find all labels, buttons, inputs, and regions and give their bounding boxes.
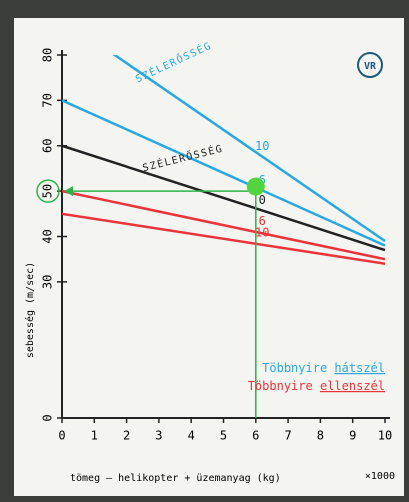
x-tick-label: 9 — [349, 429, 356, 443]
y-tick-label: 70 — [41, 93, 55, 107]
logo: VR — [364, 61, 377, 72]
x-tick-label: 3 — [155, 429, 162, 443]
y-tick-label: 50 — [41, 184, 55, 198]
line-label: 10 — [255, 225, 269, 239]
y-axis-label: sebesség (m/sec) — [24, 262, 36, 358]
y-tick-label: 60 — [41, 139, 55, 153]
x-tick-label: 8 — [317, 429, 324, 443]
x-tick-label: 0 — [58, 429, 65, 443]
x-tick-label: 2 — [123, 429, 130, 443]
x-tick-label: 10 — [378, 429, 392, 443]
line-label: 10 — [255, 139, 269, 153]
x-tick-label: 5 — [220, 429, 227, 443]
legend-prefix: Többnyire — [262, 361, 327, 375]
legend-word: hátszél — [334, 361, 385, 375]
x-unit: ×1000 — [365, 471, 395, 482]
y-tick-label: 30 — [41, 275, 55, 289]
y-tick-label: 40 — [41, 229, 55, 243]
x-tick-label: 7 — [284, 429, 291, 443]
chart: VR sebesség (m/sec) tömeg — helikopter +… — [0, 0, 409, 502]
y-tick-label: 0 — [41, 414, 55, 421]
x-tick-label: 6 — [252, 429, 259, 443]
page: VR sebesség (m/sec) tömeg — helikopter +… — [0, 0, 409, 502]
x-axis-label: tömeg — helikopter + üzemanyag (kg) — [70, 473, 281, 484]
x-tick-label: 1 — [91, 429, 98, 443]
legend-word: ellenszél — [320, 379, 385, 393]
x-tick-label: 4 — [188, 429, 195, 443]
y-tick-label: 80 — [41, 48, 55, 62]
marker — [247, 178, 265, 196]
line-label: 0 — [259, 193, 266, 207]
legend-prefix: Többnyire — [248, 379, 313, 393]
legend-entry: Többnyire ellenszél — [248, 379, 385, 393]
legend-entry: Többnyire hátszél — [262, 361, 385, 375]
